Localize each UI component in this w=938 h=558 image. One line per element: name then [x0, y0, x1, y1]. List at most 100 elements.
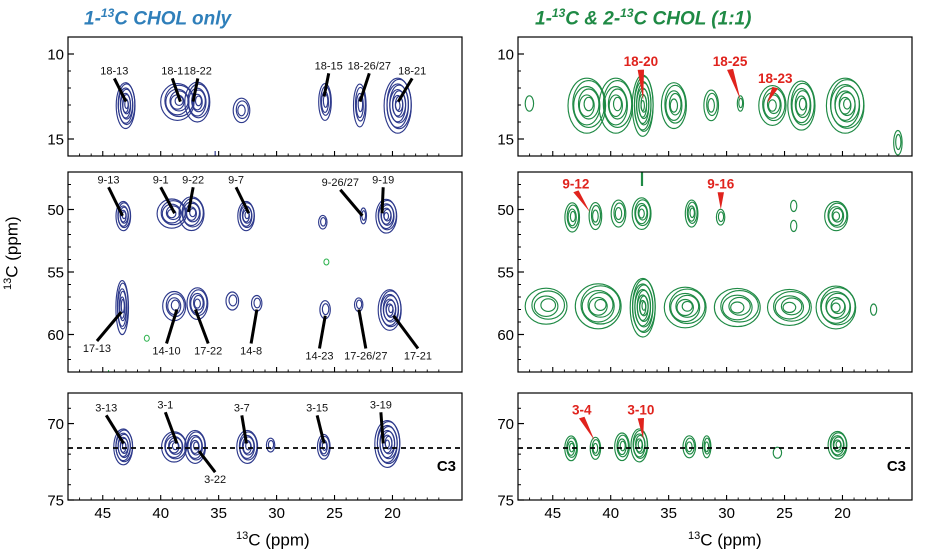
annotation-pointer	[379, 412, 385, 444]
x-tick-label: 20	[834, 505, 851, 522]
x-tick-label: 20	[384, 505, 401, 522]
left-x-tick-labels: 45 40 35 30 25 20	[94, 505, 400, 522]
annotation-pointer	[637, 69, 645, 100]
contour-level	[634, 199, 651, 227]
contour-peak	[614, 432, 630, 462]
y-tick-label: 10	[47, 47, 64, 64]
annotation-pointer	[159, 186, 176, 214]
peak-label: 3-7	[234, 402, 250, 414]
contour-level	[619, 440, 626, 452]
peak-label: 9-16	[707, 176, 735, 191]
contour-peak	[893, 129, 903, 156]
left-x-axis-label: 13C (ppm)	[236, 530, 310, 550]
contour-peak	[524, 95, 535, 112]
peak-annotation: 9-19	[372, 174, 394, 214]
contour-level	[706, 92, 718, 117]
contour-peak	[682, 435, 697, 459]
contour-level	[635, 202, 649, 225]
contour-level	[795, 95, 808, 116]
contour-level	[616, 434, 629, 458]
peak-annotation: 9-1	[153, 174, 176, 214]
contour-level	[186, 287, 209, 320]
contour-level	[715, 208, 726, 226]
peak-annotation: 3-22	[197, 450, 226, 486]
peak-label: 17-22	[194, 346, 222, 358]
contour-level	[704, 441, 710, 453]
contour-level	[798, 97, 807, 111]
contour-level	[320, 217, 327, 227]
contour-level	[225, 291, 240, 311]
right-x-axis-label: 13C (ppm)	[688, 530, 762, 550]
contour-level	[831, 302, 841, 313]
contour-peak	[184, 429, 207, 464]
contour-level	[189, 436, 203, 456]
left-panel-1: 10 15 18-13 18-1 18-22 18-15 18-26/27 18-21	[47, 36, 463, 157]
peak-annotation: 3-10	[627, 402, 654, 439]
annotation-pointer	[317, 315, 327, 349]
contour-level	[763, 92, 782, 119]
peak-annotation: 17-22	[194, 308, 222, 358]
contour-level	[316, 433, 331, 460]
peak-label: 18-23	[758, 71, 793, 86]
contour-peak	[758, 85, 787, 126]
contour-level	[120, 298, 125, 314]
peak-label: 3-10	[627, 402, 654, 417]
peak-label: 3-13	[95, 402, 117, 414]
annotation-pointer	[727, 68, 741, 100]
contour-peak	[115, 280, 130, 336]
contour-level	[736, 95, 745, 112]
contour-level	[352, 83, 367, 128]
y-tick-label: 10	[497, 47, 514, 64]
peak-label: 9-13	[98, 174, 120, 186]
contour-level	[794, 90, 811, 119]
contour-peak	[383, 77, 412, 134]
contour-level	[637, 204, 648, 221]
contour-level	[191, 89, 206, 113]
contour-level	[241, 436, 255, 456]
peak-annotation: 9-16	[707, 176, 735, 210]
contour-level	[767, 99, 777, 112]
contour-level	[578, 94, 595, 118]
peak-annotation: 18-15	[315, 60, 343, 97]
contour-level	[758, 85, 787, 126]
peak-label: 18-22	[184, 65, 212, 77]
contour-level	[388, 304, 394, 314]
contour-level	[824, 200, 849, 232]
x-tick-label: 40	[152, 505, 169, 522]
contour-level	[232, 97, 251, 124]
y-tick-label: 60	[497, 327, 514, 344]
contour-level	[669, 98, 679, 113]
peak-label: 18-20	[624, 54, 659, 69]
y-tick-label: 60	[47, 327, 64, 344]
contour-level	[638, 208, 645, 219]
peak-label: 14-10	[152, 346, 180, 358]
annotation-pointer	[380, 187, 385, 214]
contour-level	[825, 296, 846, 319]
contour-level	[540, 298, 557, 312]
peak-annotation: 9-22	[182, 174, 204, 213]
contour-peak	[660, 82, 687, 130]
peak-label: 9-19	[372, 174, 394, 186]
contour-level	[237, 104, 246, 117]
contour-peak	[225, 291, 240, 311]
contour-level	[567, 77, 607, 134]
contour-level	[617, 438, 627, 456]
contour-peak	[598, 77, 634, 134]
peak-annotation: 9-26/27	[322, 177, 364, 217]
peak-label: 14-8	[240, 346, 262, 358]
contour-peak	[316, 433, 331, 460]
annotation-pointer	[95, 311, 123, 342]
right-panel-2-contours	[524, 172, 878, 338]
right-panel-1: 10 15 18-20 18-25 18-23	[497, 36, 913, 157]
contour-peak	[827, 430, 848, 460]
contour-level	[843, 98, 852, 110]
contour-level	[684, 199, 699, 228]
annotation-pointer	[165, 309, 179, 344]
contour-level	[684, 437, 695, 455]
peak-annotation: 9-12	[562, 176, 590, 212]
contour-level	[573, 85, 601, 126]
x-tick-label: 40	[602, 505, 619, 522]
left-chart-title: 1-13C CHOL only	[84, 6, 232, 30]
peak-annotation: 3-15	[306, 402, 328, 444]
